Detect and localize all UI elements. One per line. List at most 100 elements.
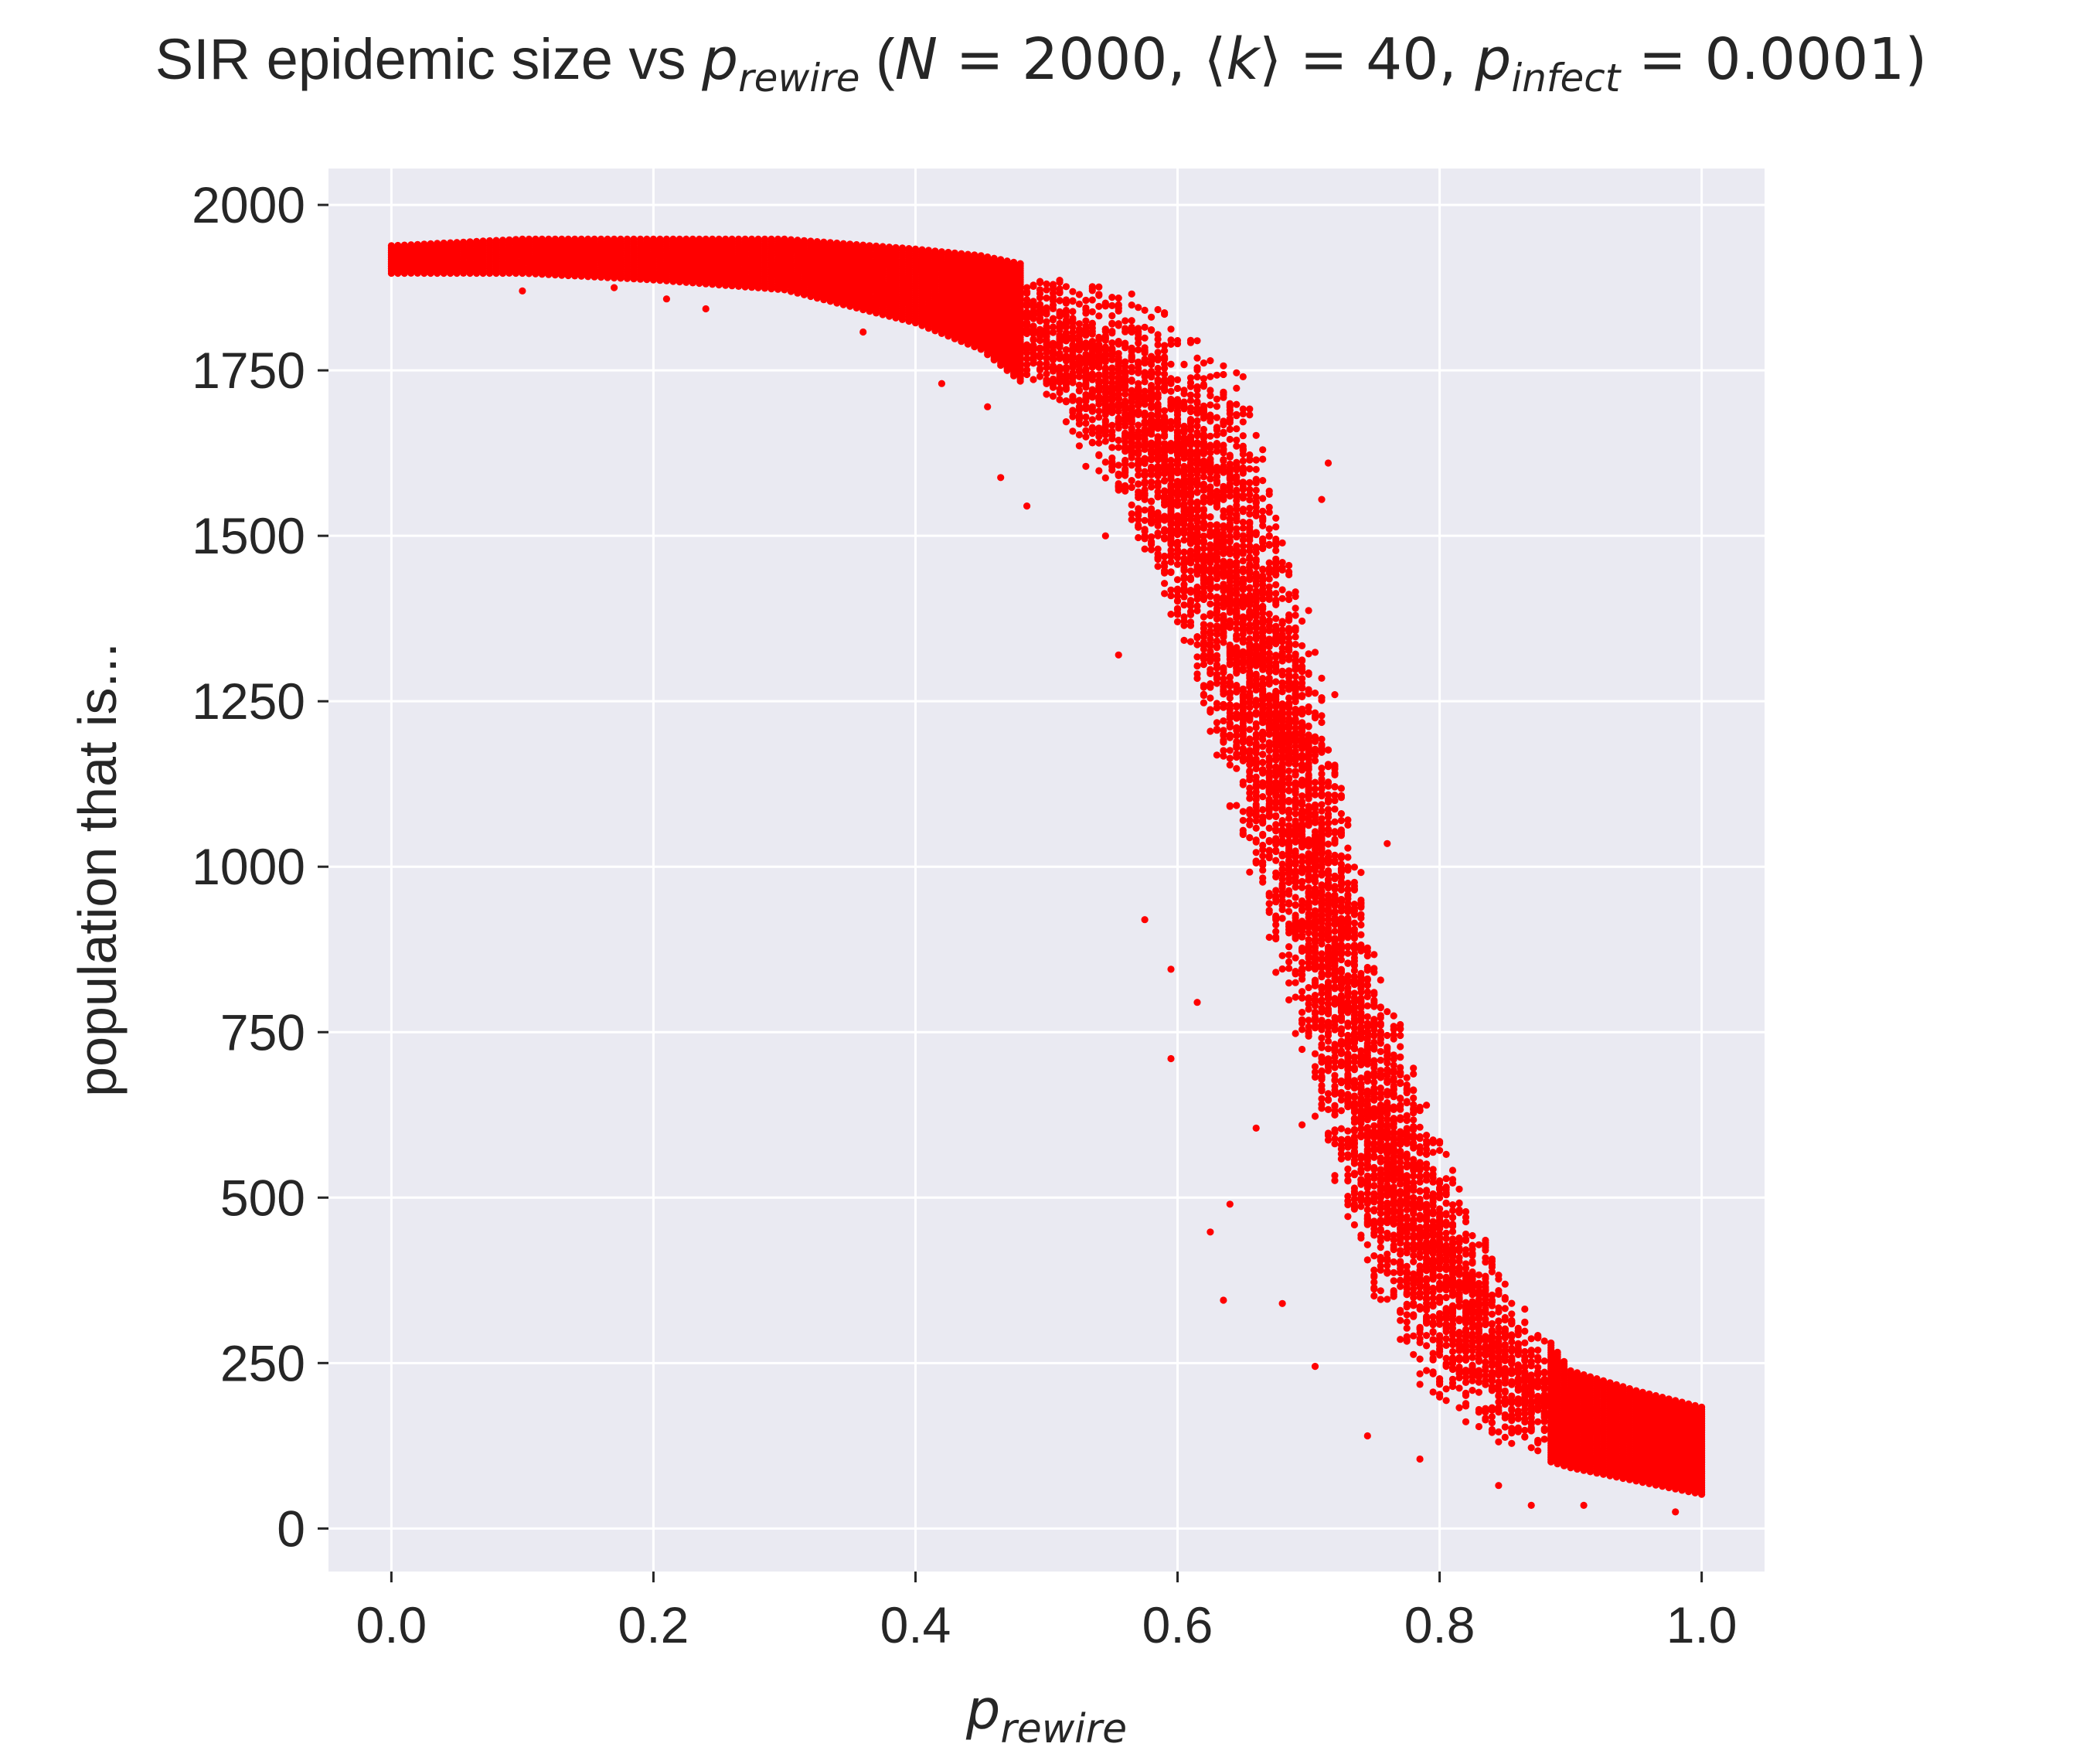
data-point [918,322,926,329]
data-point [1220,393,1227,401]
data-point [1213,700,1220,707]
data-point [1207,357,1214,365]
data-point [1154,356,1162,364]
data-point [1141,323,1149,331]
data-point [1135,421,1142,429]
data-point [623,274,631,282]
data-point [1233,765,1241,772]
data-point [1062,418,1070,426]
data-point [407,269,415,277]
data-point [1233,412,1241,420]
data-point [1226,451,1234,459]
data-point [1088,416,1096,424]
data-point [1193,641,1201,649]
data-point [1115,482,1122,490]
data-point [1154,451,1162,458]
data-point [1220,550,1227,557]
data-point [1161,347,1169,355]
data-point [1226,460,1234,468]
data-point [1161,440,1169,448]
data-point [1095,333,1103,341]
x-tick-label: 0.0 [356,1596,427,1653]
data-point [1128,443,1135,451]
data-point [1233,560,1241,567]
data-point [1043,376,1050,384]
data-point [1207,528,1214,536]
data-point [781,286,788,294]
data-point [774,285,782,293]
data-point [1239,816,1247,824]
data-point [1220,730,1227,738]
data-point [1233,635,1241,642]
data-point [1213,719,1220,727]
data-point [1246,479,1254,487]
data-point [1121,359,1129,366]
data-point [1043,390,1050,398]
data-point [1056,319,1064,328]
data-point [1226,550,1234,558]
data-point [1128,377,1135,385]
data-point [1043,318,1050,325]
data-point [538,271,546,278]
data-point [1213,624,1220,632]
data-point [1186,383,1195,390]
data-point [1252,824,1260,832]
data-point [1226,723,1234,731]
y-tick-label: 1250 [192,673,305,730]
data-point [1173,411,1182,419]
data-point [1148,450,1156,458]
data-point [990,356,998,364]
data-point [1154,481,1162,489]
y-tick-label: 0 [277,1500,305,1557]
data-point [1023,344,1031,352]
data-point [1246,703,1254,711]
data-point [1239,536,1247,544]
data-point [630,275,638,283]
data-point [1226,649,1234,656]
data-point [1233,502,1241,509]
data-point [1161,590,1169,598]
data-point [1030,346,1037,354]
data-point [1193,674,1201,683]
data-point [1193,399,1201,407]
data-point [924,325,932,332]
data-point [1173,384,1182,393]
data-point [1167,441,1175,449]
data-point [1200,613,1207,621]
data-point [1233,400,1241,408]
data-point [1239,626,1247,634]
data-point [735,282,743,290]
data-point [1193,417,1201,425]
data-point [1128,325,1135,333]
data-point [1220,628,1227,636]
data-point [1062,312,1070,319]
data-point [1082,433,1090,441]
data-point [1246,640,1254,648]
data-point [1180,479,1188,487]
data-point [1141,431,1149,439]
data-point [1101,332,1109,340]
data-point [394,269,402,278]
data-point [1239,586,1247,594]
data-point [1200,652,1207,659]
data-point [1003,366,1011,374]
data-point [1128,317,1135,325]
data-point [944,332,952,340]
data-point [1220,565,1227,573]
data-point [1108,431,1116,439]
data-point [1239,635,1247,644]
data-point [1135,456,1142,464]
data-point [1167,503,1175,511]
data-point [1233,731,1241,739]
data-point [1161,487,1169,495]
data-point [1173,587,1182,595]
data-point [1213,414,1220,421]
data-point [1220,468,1227,476]
data-point [1161,379,1169,387]
data-point [1233,525,1241,533]
data-point [1108,356,1116,363]
data-point [1193,386,1201,393]
data-point [1161,569,1169,577]
data-point [1220,668,1227,676]
data-point [1101,364,1109,372]
